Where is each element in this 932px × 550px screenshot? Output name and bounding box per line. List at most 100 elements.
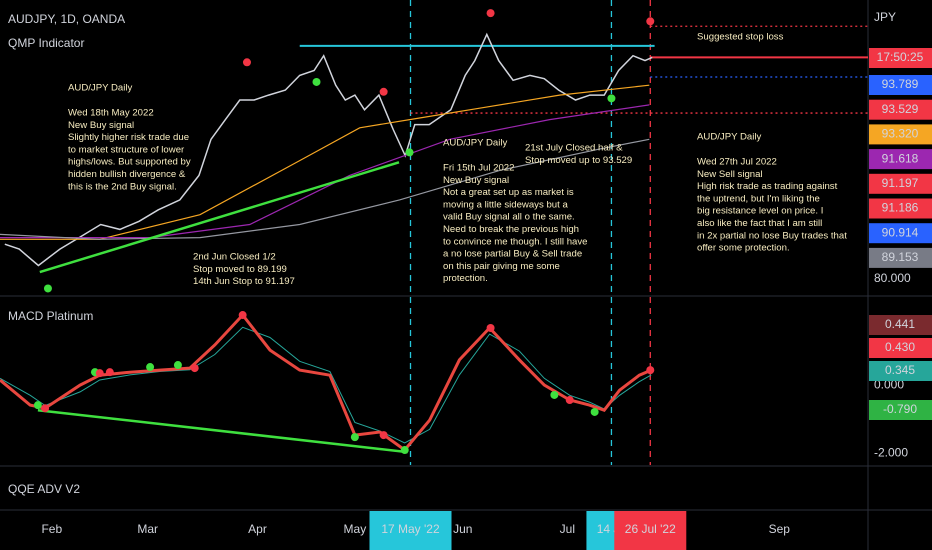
price-label: 93.320 (882, 127, 919, 141)
buy-signal (43, 284, 52, 293)
annotation-line: on this pair giving me some (443, 261, 560, 272)
x-tick-label: Feb (41, 522, 62, 536)
price-label: 91.186 (882, 201, 919, 215)
buy-signal (405, 148, 414, 157)
buy-signal (400, 446, 409, 455)
x-tick-label: Sep (769, 522, 791, 536)
chart-title: AUDJPY, 1D, OANDA (8, 12, 125, 26)
sell-signal (95, 369, 104, 378)
x-tick-label: Jun (453, 522, 472, 536)
annotation-line: Need to break the previous high (443, 224, 579, 235)
sell-signal (486, 9, 495, 18)
annotation-line: to convince me though. I still have (443, 236, 588, 247)
x-tick-label: May (344, 522, 367, 536)
sell-signal (646, 17, 655, 26)
annotation-heading: AUD/JPY Daily (443, 138, 508, 149)
annotation-line: New Sell signal (697, 169, 763, 180)
price-label: 93.789 (882, 77, 919, 91)
macd-label-box (869, 315, 932, 335)
price-label: 91.197 (882, 176, 919, 190)
sell-signal (105, 368, 114, 377)
sell-signal (379, 87, 388, 96)
date-highlight (614, 511, 687, 550)
macd-signal-line (0, 326, 652, 444)
annotation-line: Wed 18th May 2022 (68, 108, 154, 119)
y-tick-label: -2.000 (874, 445, 908, 459)
date-highlight (369, 511, 452, 550)
annotation-line: the uptrend, but I'm liking the (697, 193, 820, 204)
macd-title: MACD Platinum (8, 309, 93, 323)
qqe-title: QQE ADV V2 (8, 482, 80, 496)
sell-signal (486, 323, 495, 332)
date-highlight-label: 17 May '22 (381, 522, 440, 536)
buy-signal (33, 401, 42, 410)
macd-label: -0.790 (883, 402, 917, 416)
indicator-title: QMP Indicator (8, 36, 84, 50)
annotation-line: Wed 27th Jul 2022 (697, 157, 777, 168)
buy-signal (173, 361, 182, 370)
annotation-heading: AUD/JPY Daily (697, 132, 762, 143)
price-label-box (869, 223, 932, 244)
macd-label-box (869, 361, 932, 381)
annotation-line: Slightly higher risk trade due (68, 132, 189, 143)
annotation-line: 2nd Jun Closed 1/2 (193, 252, 276, 263)
moving-average (0, 84, 650, 240)
annotation-line: 14th Jun Stop to 91.197 (193, 276, 295, 287)
macd-label-box (869, 400, 932, 420)
annotation-line: to market structure of lower (68, 144, 185, 155)
buy-signal (550, 390, 559, 399)
sell-signal (379, 431, 388, 440)
price-label-box (869, 75, 932, 95)
price-label: 90.914 (882, 225, 919, 239)
annotation-line: big resistance level on price. I (697, 206, 823, 217)
annotation-line: New Buy signal (68, 120, 134, 131)
annotation-line: offer some protection. (697, 243, 790, 254)
price-label-box (869, 173, 932, 194)
price-label-box (869, 198, 932, 219)
sell-signal (565, 396, 574, 405)
countdown: 17:50:25 (877, 50, 924, 64)
annotation-line: this is the 2nd Buy signal. (68, 181, 177, 192)
x-tick-label: Jul (560, 522, 575, 536)
sell-signal (646, 366, 655, 375)
trendline (39, 161, 400, 274)
buy-signal (350, 433, 359, 442)
macd-label: 0.441 (885, 317, 915, 331)
price-line (4, 32, 653, 267)
annotation-line: hidden bullish divergence & (68, 169, 186, 180)
annotation-line: a no lose partial Buy & Sell trade (443, 249, 582, 260)
annotation-line: High risk trade as trading against (697, 181, 838, 192)
price-label: 93.529 (882, 102, 919, 116)
date-highlight-label: 26 Jul '22 (625, 522, 676, 536)
price-label-box (869, 149, 932, 170)
buy-signal (312, 77, 321, 86)
price-label: 89.153 (882, 250, 919, 264)
y-tick-label: 80.000 (874, 271, 911, 285)
macd-label: 0.430 (885, 340, 915, 354)
currency: JPY (874, 10, 896, 24)
annotation-line: also like the fact that I am still (697, 218, 822, 229)
annotation-line: Fri 15th Jul 2022 (443, 163, 514, 174)
sell-signal (190, 364, 199, 373)
macd-label: 0.345 (885, 363, 915, 377)
annotation-line: valid Buy signal all o the same. (443, 212, 575, 223)
annotation-line: in 2x partial no lose Buy trades that (697, 230, 847, 241)
annotation-line: protection. (443, 273, 488, 284)
annotation-line: New Buy signal (443, 175, 509, 186)
x-tick-label: Apr (248, 522, 267, 536)
price-label-box (869, 99, 932, 120)
countdown-box (869, 48, 932, 68)
price-label-box (869, 124, 932, 145)
annotation-line: Stop moved up to 93.529 (525, 155, 632, 166)
moving-average (0, 138, 650, 240)
annotation-line: 21st July Closed half & (525, 143, 623, 154)
buy-signal (607, 94, 616, 103)
annotation-line: Not a great set up as market is (443, 187, 574, 198)
sell-signal (242, 58, 251, 67)
sell-signal (41, 404, 50, 413)
price-label: 91.618 (882, 151, 919, 165)
buy-signal (590, 407, 599, 416)
